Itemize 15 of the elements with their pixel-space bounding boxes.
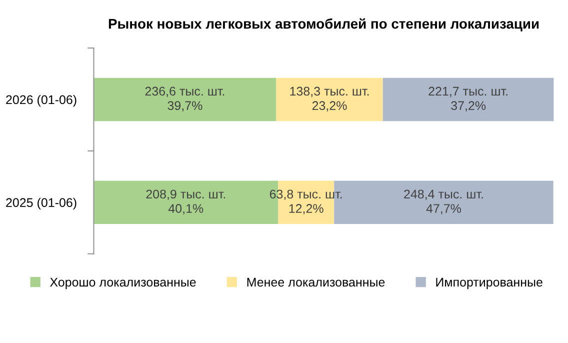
chart-title: Рынок новых легковых автомобилей по степени локализации (108, 18, 539, 32)
bar (382, 78, 554, 122)
data-label: 208,9 тыс. шт. 40,1% (146, 190, 225, 214)
bar (276, 78, 383, 122)
legend-label: Импортированные (436, 278, 542, 290)
data-label: 248,4 тыс. шт. 47,7% (404, 190, 483, 214)
data-label: 138,3 тыс. шт. 23,2% (290, 86, 369, 112)
bar (94, 78, 276, 122)
data-label: 221,7 тыс. шт. 37,2% (428, 86, 508, 112)
legend-label: Хорошо локализованные (50, 278, 196, 290)
y-tick-label: 2025 (01-06) (6, 198, 76, 210)
legend-label: Менее локализованные (247, 278, 385, 287)
y-tick-label: 2026 (01-06) (6, 94, 76, 107)
data-label: 236,6 тыс. шт. 39,7% (145, 86, 224, 112)
data-label: 63,8 тыс. шт. 12,2% (270, 190, 342, 214)
